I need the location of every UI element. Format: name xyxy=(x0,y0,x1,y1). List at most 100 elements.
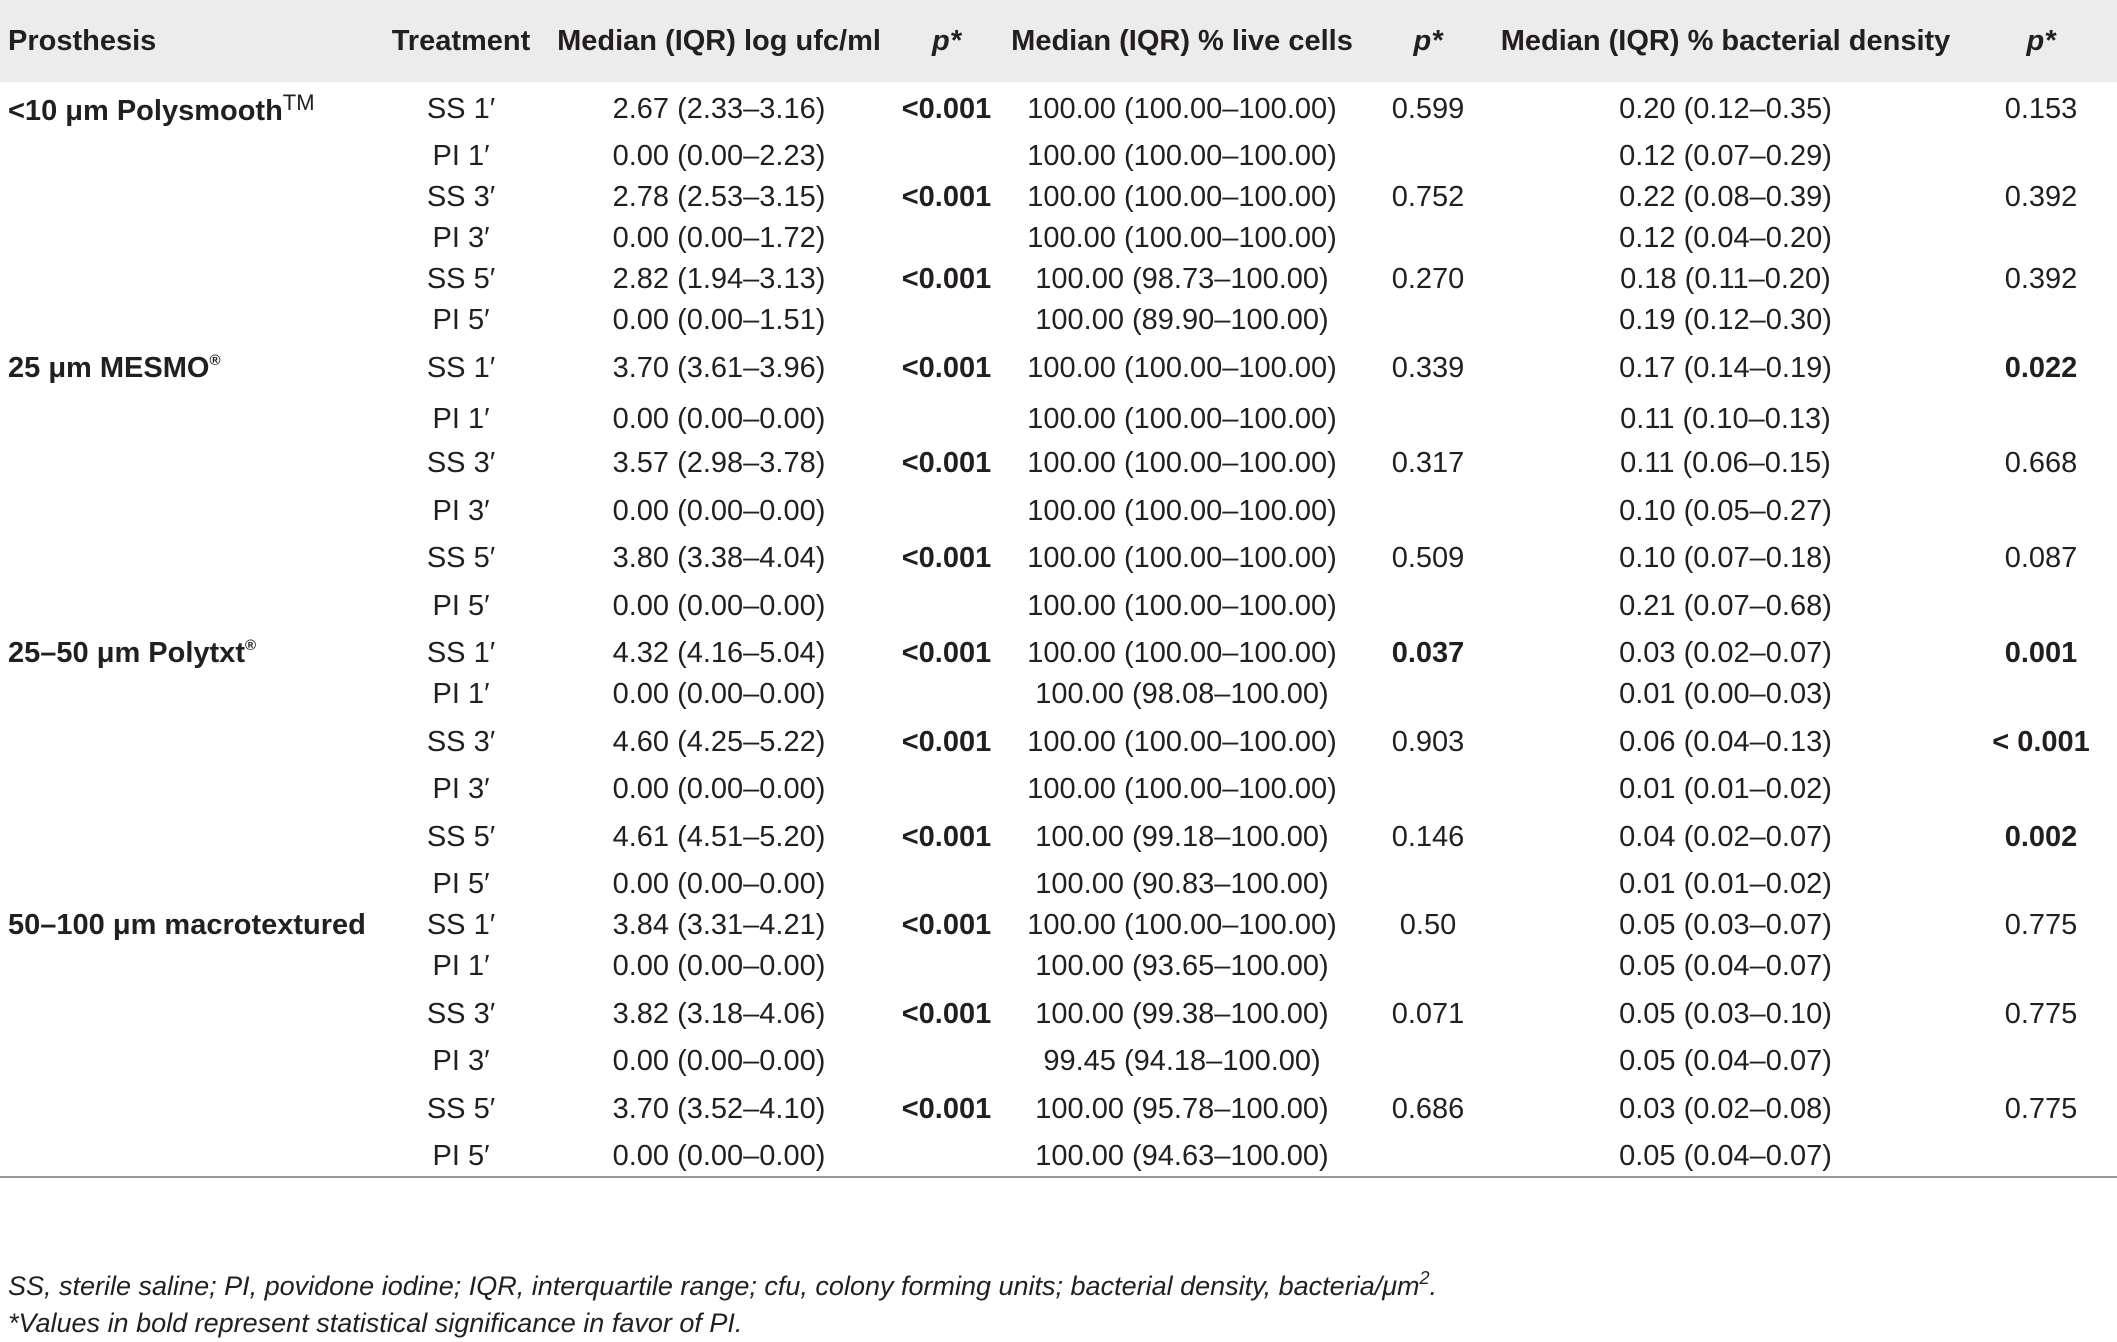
cell-log-ufc: 3.70 (3.61–3.96) xyxy=(612,351,826,384)
cell-treatment: SS 3′ xyxy=(426,997,496,1030)
cell-p-density xyxy=(1965,946,2117,987)
cell-prosthesis xyxy=(0,715,383,769)
cell-p-ufc: <0.001 xyxy=(901,997,992,1030)
cell-live-cells: 100.00 (100.00–100.00) xyxy=(1027,773,1337,805)
header-log-ufc: Median (IQR) log ufc/ml xyxy=(557,24,881,57)
table-row: SS 3′ 4.60 (4.25–5.22) <0.001 100.00 (100.0… xyxy=(0,715,2117,769)
table-footnotes: SS, sterile saline; PI, povidone iodine;… xyxy=(8,1260,1437,1342)
cell-bacterial-density: 0.01 (0.01–0.02) xyxy=(1619,868,1832,900)
cell-treatment: SS 5′ xyxy=(426,263,496,295)
cell-p-live xyxy=(1370,218,1486,259)
cell-p-density: 0.022 xyxy=(2004,351,2078,384)
cell-log-ufc: 0.00 (0.00–1.72) xyxy=(612,222,826,254)
cell-p-density xyxy=(1965,484,2117,538)
cell-live-cells: 100.00 (99.38–100.00) xyxy=(1035,997,1329,1030)
prosthesis-name: <10 μm Polysmooth xyxy=(8,95,283,127)
cell-p-density xyxy=(1965,579,2117,633)
cell-bacterial-density: 0.12 (0.04–0.20) xyxy=(1619,222,1832,254)
cell-bacterial-density: 0.17 (0.14–0.19) xyxy=(1619,351,1832,384)
cell-log-ufc: 3.82 (3.18–4.06) xyxy=(612,997,826,1030)
cell-p-ufc xyxy=(899,674,994,715)
cell-prosthesis xyxy=(0,395,383,443)
cell-p-density: 0.392 xyxy=(2004,181,2078,213)
cell-p-ufc xyxy=(899,484,994,538)
cell-p-live xyxy=(1370,484,1486,538)
cell-log-ufc: 0.00 (0.00–0.00) xyxy=(539,1136,899,1178)
cell-live-cells: 100.00 (98.73–100.00) xyxy=(1035,263,1329,295)
cell-p-ufc xyxy=(899,1041,994,1082)
cell-treatment: PI 5′ xyxy=(383,1136,539,1178)
cell-prosthesis xyxy=(0,259,383,300)
cell-log-ufc: 3.57 (2.98–3.78) xyxy=(612,447,826,479)
cell-bacterial-density: 0.10 (0.07–0.18) xyxy=(1619,542,1832,574)
cell-prosthesis: 50–100 μm macrotextured xyxy=(0,905,383,946)
cell-log-ufc: 0.00 (0.00–0.00) xyxy=(612,1045,826,1077)
cell-log-ufc: 0.00 (0.00–0.00) xyxy=(612,868,826,900)
cell-treatment: PI 5′ xyxy=(432,304,490,336)
cell-p-density: 0.392 xyxy=(2004,263,2078,295)
cell-p-density: 0.087 xyxy=(2004,542,2078,574)
cell-live-cells: 100.00 (100.00–100.00) xyxy=(1027,494,1337,527)
table-row: SS 3′ 2.78 (2.53–3.15) <0.001 100.00 (100.0… xyxy=(0,177,2117,218)
footnote-period: . xyxy=(1429,1271,1438,1301)
cell-log-ufc: 4.60 (4.25–5.22) xyxy=(612,725,826,758)
cell-live-cells: 100.00 (95.78–100.00) xyxy=(1035,1092,1329,1125)
cell-treatment: SS 1′ xyxy=(426,637,496,669)
header-prosthesis: Prosthesis xyxy=(8,24,157,57)
cell-p-live xyxy=(1370,136,1486,177)
cell-p-ufc xyxy=(899,864,994,905)
table-body: <10 μm PolysmoothTM SS 1′ 2.67 (2.33–3.16)… xyxy=(0,82,2117,1178)
cell-prosthesis: 25–50 μm Polytxt® xyxy=(0,633,383,674)
cell-p-ufc xyxy=(899,946,994,987)
cell-live-cells: 100.00 (100.00–100.00) xyxy=(1027,351,1337,384)
cell-p-ufc: <0.001 xyxy=(901,263,992,295)
cell-log-ufc: 3.70 (3.52–4.10) xyxy=(612,1092,826,1125)
table-row: PI 1′ 0.00 (0.00–0.00) 100.00 (98.08–100.0… xyxy=(0,674,2117,715)
cell-live-cells: 100.00 (100.00–100.00) xyxy=(1027,909,1337,941)
cell-live-cells: 100.00 (99.18–100.00) xyxy=(1035,820,1329,853)
cell-p-live xyxy=(1370,674,1486,715)
cell-p-ufc xyxy=(899,218,994,259)
cell-prosthesis xyxy=(0,538,383,579)
cell-treatment: PI 5′ xyxy=(432,868,490,900)
cell-p-density: 0.775 xyxy=(2004,1092,2078,1125)
cell-bacterial-density: 0.03 (0.02–0.07) xyxy=(1619,637,1832,669)
header-row: Prosthesis Treatment Median (IQR) log uf… xyxy=(0,0,2117,82)
cell-live-cells: 100.00 (93.65–100.00) xyxy=(1035,950,1329,982)
cell-log-ufc: 4.61 (4.51–5.20) xyxy=(612,820,826,853)
cell-p-live xyxy=(1370,946,1486,987)
cell-p-density: 0.002 xyxy=(2004,820,2078,853)
cell-treatment: PI 3′ xyxy=(432,494,490,527)
results-table: Prosthesis Treatment Median (IQR) log uf… xyxy=(0,0,2117,1178)
cell-prosthesis xyxy=(0,443,383,484)
cell-p-ufc xyxy=(899,579,994,633)
table-row: PI 3′ 0.00 (0.00–1.72) 100.00 (100.00–100.… xyxy=(0,218,2117,259)
cell-log-ufc: 0.00 (0.00–0.00) xyxy=(612,678,826,710)
cell-p-density: < 0.001 xyxy=(1992,725,2090,758)
header-p-live: p* xyxy=(1413,24,1443,57)
cell-treatment: SS 1′ xyxy=(426,351,496,384)
footnote-significance: *Values in bold represent statistical si… xyxy=(8,1308,743,1338)
table-row: 25–50 μm Polytxt® SS 1′ 4.32 (4.16–5.04) <0… xyxy=(0,633,2117,674)
cell-treatment: SS 5′ xyxy=(426,542,496,574)
prosthesis-name: 25 μm MESMO xyxy=(8,351,210,384)
cell-p-density xyxy=(1965,864,2117,905)
header-p-density: p* xyxy=(2026,24,2056,57)
cell-p-live: 0.509 xyxy=(1391,542,1465,574)
cell-p-ufc: <0.001 xyxy=(901,447,992,479)
table-row: PI 5′ 0.00 (0.00–0.00) 100.00 (94.63–100.0… xyxy=(0,1136,2117,1178)
table-row: PI 1′ 0.00 (0.00–0.00) 100.00 (93.65–100.0… xyxy=(0,946,2117,987)
cell-live-cells: 100.00 (100.00–100.00) xyxy=(1027,402,1337,435)
cell-live-cells: 100.00 (100.00–100.00) xyxy=(1027,637,1337,669)
cell-treatment: SS 3′ xyxy=(426,181,496,213)
cell-treatment: SS 5′ xyxy=(426,820,496,853)
cell-log-ufc: 0.00 (0.00–0.00) xyxy=(612,950,826,982)
cell-p-live xyxy=(1370,300,1486,341)
cell-log-ufc: 2.82 (1.94–3.13) xyxy=(612,263,826,295)
cell-bacterial-density: 0.10 (0.05–0.27) xyxy=(1619,494,1832,527)
cell-bacterial-density: 0.03 (0.02–0.08) xyxy=(1619,1092,1832,1125)
footnote-abbreviations-text: SS, sterile saline; PI, povidone iodine;… xyxy=(8,1271,1420,1301)
cell-prosthesis xyxy=(0,579,383,633)
cell-prosthesis xyxy=(0,864,383,905)
